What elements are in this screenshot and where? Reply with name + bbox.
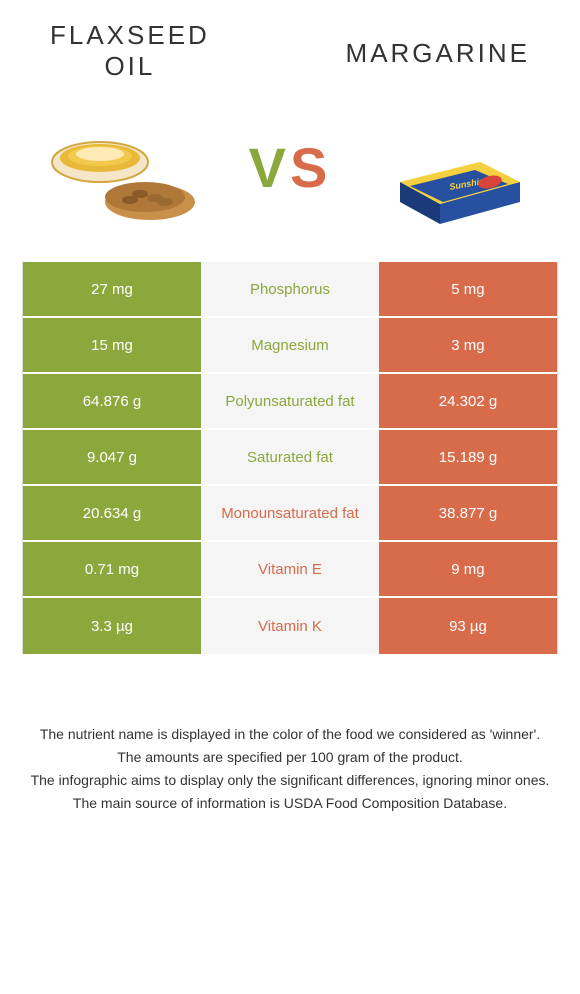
- cell-nutrient-label: Vitamin K: [201, 598, 379, 654]
- cell-nutrient-label: Magnesium: [201, 318, 379, 372]
- title-left-line2: oil: [50, 51, 210, 82]
- cell-left-value: 15 mg: [23, 318, 201, 372]
- table-row: 27 mg Phosphorus 5 mg: [23, 262, 557, 318]
- footer-line: The amounts are specified per 100 gram o…: [20, 747, 560, 768]
- title-left: Flaxseed oil: [50, 20, 210, 82]
- cell-right-value: 9 mg: [379, 542, 557, 596]
- table-row: 64.876 g Polyunsaturated fat 24.302 g: [23, 374, 557, 430]
- cell-right-value: 15.189 g: [379, 430, 557, 484]
- title-right: Margarine: [346, 38, 530, 69]
- nutrient-table: 27 mg Phosphorus 5 mg 15 mg Magnesium 3 …: [22, 262, 558, 654]
- table-row: 3.3 µg Vitamin K 93 µg: [23, 598, 557, 654]
- flaxseed-oil-image: [40, 102, 210, 232]
- footer-line: The nutrient name is displayed in the co…: [20, 724, 560, 745]
- footer: The nutrient name is displayed in the co…: [0, 724, 580, 814]
- margarine-image: Sunshine: [370, 102, 540, 232]
- cell-nutrient-label: Phosphorus: [201, 262, 379, 316]
- vs-label: VS: [249, 135, 332, 200]
- cell-nutrient-label: Saturated fat: [201, 430, 379, 484]
- footer-line: The main source of information is USDA F…: [20, 793, 560, 814]
- cell-left-value: 3.3 µg: [23, 598, 201, 654]
- cell-right-value: 93 µg: [379, 598, 557, 654]
- table-row: 20.634 g Monounsaturated fat 38.877 g: [23, 486, 557, 542]
- cell-nutrient-label: Polyunsaturated fat: [201, 374, 379, 428]
- title-left-line1: Flaxseed: [50, 20, 210, 51]
- table-row: 9.047 g Saturated fat 15.189 g: [23, 430, 557, 486]
- cell-nutrient-label: Vitamin E: [201, 542, 379, 596]
- cell-right-value: 24.302 g: [379, 374, 557, 428]
- vs-v: V: [249, 135, 290, 200]
- cell-left-value: 27 mg: [23, 262, 201, 316]
- table-row: 0.71 mg Vitamin E 9 mg: [23, 542, 557, 598]
- table-row: 15 mg Magnesium 3 mg: [23, 318, 557, 374]
- cell-nutrient-label: Monounsaturated fat: [201, 486, 379, 540]
- cell-right-value: 38.877 g: [379, 486, 557, 540]
- cell-left-value: 20.634 g: [23, 486, 201, 540]
- cell-right-value: 5 mg: [379, 262, 557, 316]
- footer-line: The infographic aims to display only the…: [20, 770, 560, 791]
- header: Flaxseed oil Margarine: [0, 0, 580, 92]
- cell-right-value: 3 mg: [379, 318, 557, 372]
- images-row: VS Sunshine: [0, 92, 580, 262]
- cell-left-value: 64.876 g: [23, 374, 201, 428]
- cell-left-value: 9.047 g: [23, 430, 201, 484]
- cell-left-value: 0.71 mg: [23, 542, 201, 596]
- vs-s: S: [290, 135, 331, 200]
